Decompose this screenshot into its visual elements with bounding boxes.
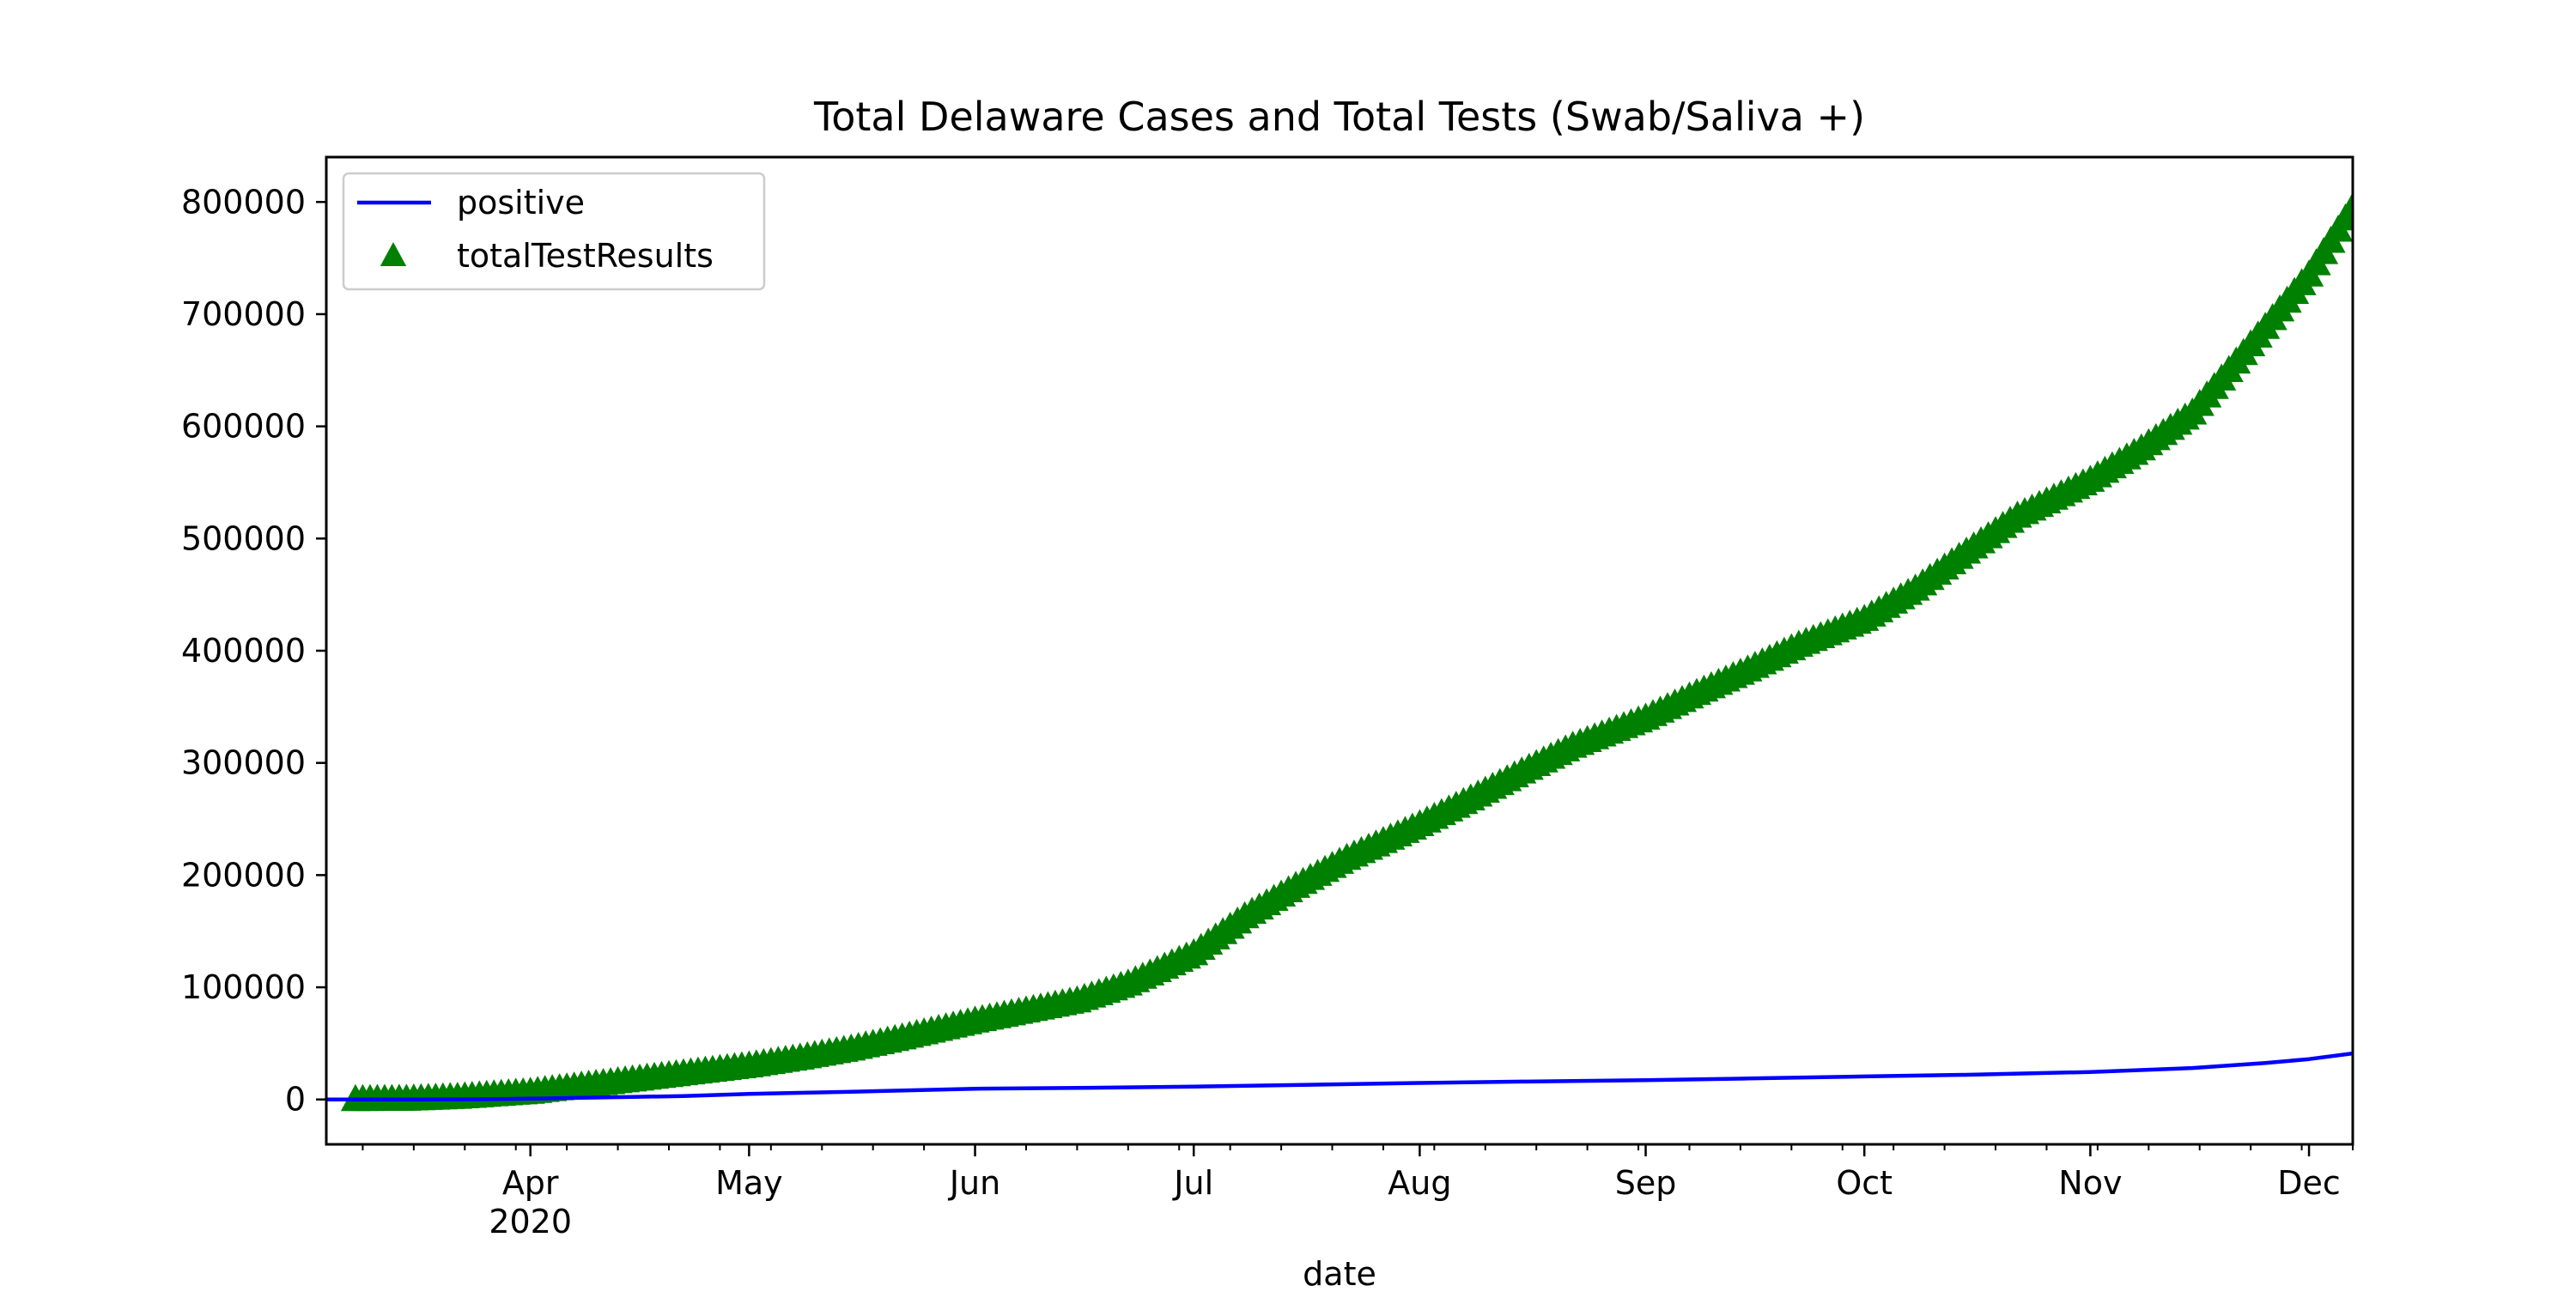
- x-tick-label: Apr: [502, 1164, 559, 1202]
- x-tick-label: Jun: [948, 1164, 1000, 1202]
- series-group: [326, 191, 2353, 1112]
- plot-frame: [325, 155, 2354, 1146]
- chart-title: Total Delaware Cases and Total Tests (Sw…: [813, 94, 1865, 140]
- x-tick-label: Nov: [2058, 1164, 2122, 1202]
- x-tick-label: May: [715, 1164, 783, 1202]
- x-tick-label: Aug: [1388, 1164, 1451, 1202]
- x-tick-sublabel: 2020: [489, 1203, 572, 1240]
- legend-label: totalTestResults: [457, 237, 714, 275]
- x-tick-label: Dec: [2277, 1164, 2341, 1202]
- y-tick-label: 300000: [181, 744, 306, 782]
- plot-area: 0 100000 200000 300000 400000 500000 600000 700…: [181, 183, 2354, 1240]
- positive-line: [326, 1051, 2353, 1101]
- y-tick-label: 500000: [181, 519, 306, 557]
- test-results-marker: [2337, 191, 2353, 220]
- y-tick-label: 600000: [181, 408, 306, 446]
- y-tick-label: 100000: [181, 968, 306, 1006]
- y-tick-label: 800000: [181, 183, 306, 221]
- y-tick-label: 200000: [181, 856, 306, 894]
- legend-swatch-test-results: [380, 242, 407, 266]
- y-tick-label: 700000: [181, 295, 306, 333]
- y-tick-label: 0: [285, 1081, 306, 1119]
- x-axis-label: date: [1303, 1255, 1376, 1288]
- legend-box: [342, 172, 766, 291]
- y-tick-label: 400000: [181, 632, 306, 670]
- x-tick-label: Oct: [1836, 1164, 1893, 1202]
- legend-label: positive: [457, 184, 585, 221]
- x-tick-label: Sep: [1615, 1164, 1677, 1202]
- legend: positive totalTestResults: [342, 172, 766, 291]
- x-tick-label: Jul: [1172, 1164, 1213, 1202]
